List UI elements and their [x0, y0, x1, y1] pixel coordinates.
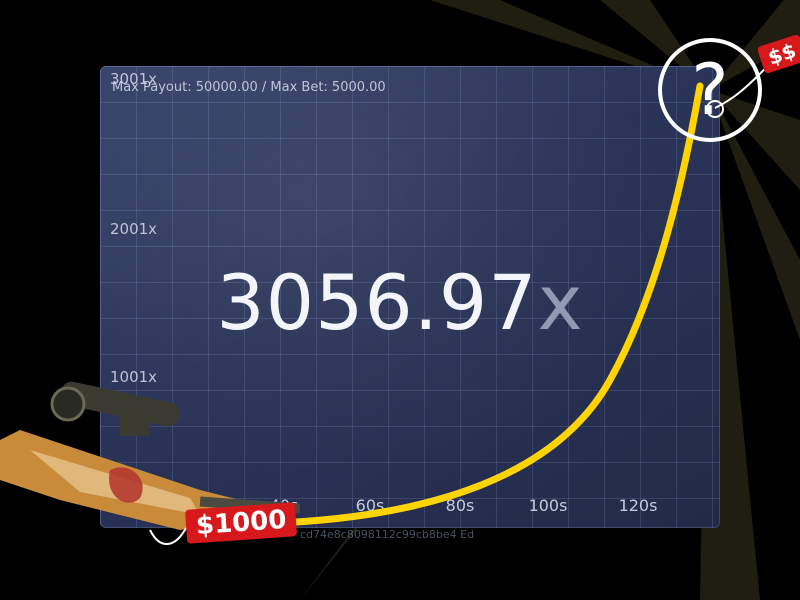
multiplier-suffix: x — [537, 258, 584, 347]
y-label-1001x: 1001x — [110, 368, 158, 386]
x-label-120s: 120s — [618, 496, 658, 515]
crash-multiplier: 3056.97x — [0, 258, 800, 347]
board-haze — [100, 66, 720, 528]
max-payout-info: Max Payout: 50000.00 / Max Bet: 5000.00 — [112, 80, 386, 95]
rifle-skin-image — [0, 381, 300, 545]
x-label-80s: 80s — [445, 496, 475, 515]
multiplier-value: 3056.97 — [216, 258, 538, 347]
tag-string-ring — [706, 100, 724, 118]
crash-chart-board — [100, 66, 720, 528]
y-label-3001x: 3001x — [110, 70, 158, 88]
chart-grid — [100, 66, 720, 528]
y-label-2001x: 2001x — [110, 220, 158, 238]
x-label-100s: 100s — [528, 496, 568, 515]
mystery-prize-icon: ? — [658, 38, 762, 142]
round-hash: cd74e8c8098112c99cb8be4 Ed — [300, 528, 475, 541]
